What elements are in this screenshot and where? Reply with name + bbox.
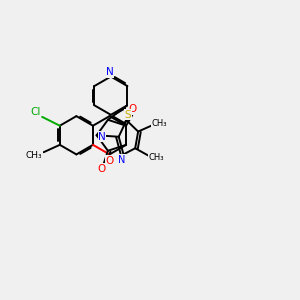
Text: S: S xyxy=(124,110,131,120)
Text: N: N xyxy=(98,132,106,142)
Text: O: O xyxy=(128,104,136,114)
Text: O: O xyxy=(98,164,106,174)
Text: N: N xyxy=(106,67,113,77)
Text: CH₃: CH₃ xyxy=(26,151,43,160)
Text: O: O xyxy=(105,156,114,166)
Text: CH₃: CH₃ xyxy=(152,119,167,128)
Text: Cl: Cl xyxy=(31,107,41,118)
Text: CH₃: CH₃ xyxy=(148,154,164,163)
Text: N: N xyxy=(118,155,126,165)
